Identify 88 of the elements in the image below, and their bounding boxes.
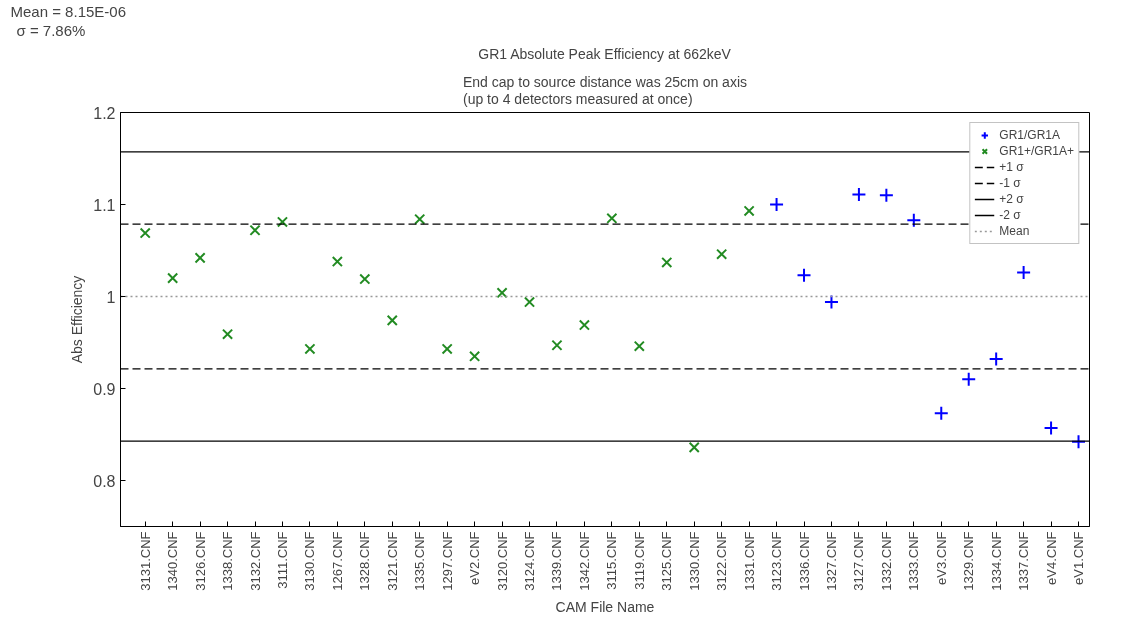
x-tick-label: 1336.CNF bbox=[796, 531, 812, 591]
point bbox=[386, 314, 398, 327]
point bbox=[688, 441, 700, 453]
x-tick-label: 3127.CNF bbox=[851, 531, 867, 591]
x-tick-label: 1297.CNF bbox=[439, 531, 455, 591]
point bbox=[551, 339, 563, 351]
point bbox=[796, 267, 812, 283]
x-tick-label: 1335.CNF bbox=[412, 531, 428, 591]
x-tick-label: 1332.CNF bbox=[878, 531, 894, 591]
x-tick-label: eV4.CNF bbox=[1043, 531, 1059, 585]
x-tick-label: 3124.CNF bbox=[522, 531, 538, 591]
x-tick-label: 3131.CNF bbox=[137, 531, 153, 591]
point bbox=[359, 273, 371, 285]
x-tick-label: 1327.CNF bbox=[823, 531, 839, 591]
point bbox=[496, 287, 508, 299]
point bbox=[906, 212, 922, 228]
point bbox=[167, 272, 179, 284]
x-tick-label: 1330.CNF bbox=[686, 531, 702, 591]
x-tick-label: 1338.CNF bbox=[220, 531, 236, 591]
x-tick-label: 3115.CNF bbox=[604, 531, 620, 590]
point bbox=[1016, 265, 1032, 281]
legend-label: +2 σ bbox=[999, 192, 1024, 206]
legend-label: GR1/GR1A bbox=[999, 128, 1060, 142]
x-tick-label: 3121.CNF bbox=[384, 531, 400, 591]
x-tick-label: 1334.CNF bbox=[988, 531, 1004, 591]
point bbox=[878, 187, 894, 203]
point bbox=[933, 405, 949, 421]
point bbox=[469, 350, 481, 362]
x-tick-label: 1331.CNF bbox=[741, 531, 757, 591]
point bbox=[523, 296, 536, 308]
point bbox=[441, 343, 453, 355]
legend-label: GR1+/GR1A+ bbox=[999, 144, 1074, 158]
y-tick-label: 1.2 bbox=[93, 104, 116, 122]
legend-label: -1 σ bbox=[999, 176, 1021, 190]
x-tick-label: 3130.CNF bbox=[302, 531, 318, 591]
y-tick-label: 1.1 bbox=[93, 196, 116, 214]
text: σ = 7.86% bbox=[16, 21, 86, 39]
point bbox=[661, 256, 673, 269]
legend-label: Mean bbox=[999, 224, 1030, 238]
x-tick-label: 3122.CNF bbox=[714, 531, 730, 591]
x-tick-label: 1329.CNF bbox=[961, 531, 977, 591]
x-tick-label: 3120.CNF bbox=[494, 531, 510, 591]
x-tick-label: 1339.CNF bbox=[549, 531, 565, 591]
legend-label: -2 σ bbox=[999, 208, 1021, 222]
x-tick-label: eV2.CNF bbox=[467, 531, 483, 585]
x-tick-label: 3126.CNF bbox=[192, 531, 208, 591]
x-tick-label: 1337.CNF bbox=[1016, 531, 1032, 591]
y-tick-label: 0.9 bbox=[93, 380, 116, 398]
x-tick-label: 1328.CNF bbox=[357, 531, 373, 591]
point bbox=[331, 255, 343, 268]
point bbox=[414, 213, 426, 225]
legend-label: +1 σ bbox=[999, 160, 1024, 174]
y-tick-label: 1 bbox=[106, 288, 116, 306]
point bbox=[304, 343, 316, 355]
point bbox=[988, 351, 1004, 367]
point bbox=[716, 248, 728, 260]
y-tick-label: 0.8 bbox=[93, 472, 116, 490]
point bbox=[823, 294, 839, 310]
x-tick-label: 1333.CNF bbox=[906, 531, 922, 591]
x-tick-label: eV3.CNF bbox=[933, 531, 949, 585]
point bbox=[851, 186, 867, 202]
point bbox=[743, 205, 755, 217]
text: Mean = 8.15E-06 bbox=[10, 2, 126, 20]
point bbox=[1043, 420, 1059, 436]
point bbox=[1071, 434, 1087, 450]
x-tick-label: eV1.CNF bbox=[1071, 531, 1087, 585]
chart-title: GR1 Absolute Peak Efficiency at 662keV bbox=[478, 45, 732, 62]
point bbox=[769, 197, 785, 212]
x-tick-label: 3132.CNF bbox=[247, 531, 263, 591]
point bbox=[633, 340, 645, 352]
point bbox=[961, 371, 977, 387]
x-tick-label: 1267.CNF bbox=[329, 531, 345, 591]
x-tick-label: 3123.CNF bbox=[769, 531, 785, 591]
y-axis-title: Abs Efficiency bbox=[69, 275, 86, 364]
point bbox=[606, 212, 618, 224]
point bbox=[276, 216, 289, 228]
x-tick-label: 3125.CNF bbox=[659, 531, 675, 591]
point bbox=[578, 319, 591, 331]
point bbox=[221, 328, 234, 340]
point bbox=[139, 227, 151, 239]
point bbox=[194, 252, 206, 264]
x-axis-title: CAM File Name bbox=[555, 598, 655, 615]
chart-subtitle: End cap to source distance was 25cm on axis (up to 4 detectors measured at once) bbox=[462, 73, 748, 108]
x-tick-label: 3119.CNF bbox=[631, 531, 647, 590]
point bbox=[249, 224, 261, 236]
x-tick-label: 1342.CNF bbox=[576, 531, 592, 591]
x-tick-label: 1340.CNF bbox=[165, 531, 181, 591]
x-tick-label: 3111.CNF bbox=[274, 531, 290, 589]
